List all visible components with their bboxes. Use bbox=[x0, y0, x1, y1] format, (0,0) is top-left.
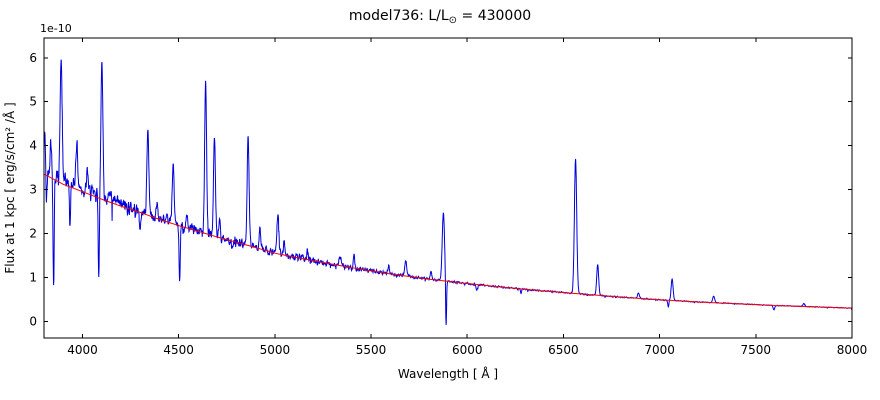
y-tick-label: 5 bbox=[29, 95, 37, 109]
x-tick-label: 4000 bbox=[67, 343, 98, 357]
x-tick-label: 5000 bbox=[260, 343, 291, 357]
y-axis-offset-label: 1e-10 bbox=[40, 22, 72, 35]
x-tick-label: 7000 bbox=[644, 343, 675, 357]
chart-title-value: = 430000 bbox=[457, 8, 532, 24]
spectrum-line bbox=[43, 59, 853, 326]
x-axis-label: Wavelength [ Å ] bbox=[398, 366, 498, 381]
x-tick-label: 4500 bbox=[163, 343, 194, 357]
x-tick-label: 8000 bbox=[837, 343, 868, 357]
y-tick-label: 4 bbox=[29, 139, 37, 153]
continuum-fit-line bbox=[43, 173, 853, 309]
y-tick-label: 1 bbox=[29, 270, 37, 284]
x-tick-label: 6500 bbox=[548, 343, 579, 357]
series-lines bbox=[43, 59, 853, 326]
axis-tick-labels: 4000 4500 5000 5500 6000 6500 7000 7500 8000 0 1 2 3… bbox=[29, 51, 867, 357]
chart-title-main: model736: L/L bbox=[348, 8, 449, 24]
chart-title-sun-symbol: ⊙ bbox=[448, 15, 458, 26]
plot-border bbox=[43, 37, 853, 339]
y-tick-label: 2 bbox=[29, 226, 37, 240]
x-tick-label: 7500 bbox=[741, 343, 772, 357]
y-axis-label: Flux at 1 kpc [ erg/s/cm² /Å ] bbox=[2, 102, 17, 273]
y-tick-label: 3 bbox=[29, 183, 37, 197]
chart-title: model736: L/L⊙ = 430000 bbox=[0, 8, 880, 26]
y-tick-label: 6 bbox=[29, 51, 37, 65]
x-tick-label: 6000 bbox=[452, 343, 483, 357]
x-tick-label: 5500 bbox=[356, 343, 387, 357]
axis-ticks bbox=[44, 38, 853, 338]
y-tick-label: 0 bbox=[29, 314, 37, 328]
